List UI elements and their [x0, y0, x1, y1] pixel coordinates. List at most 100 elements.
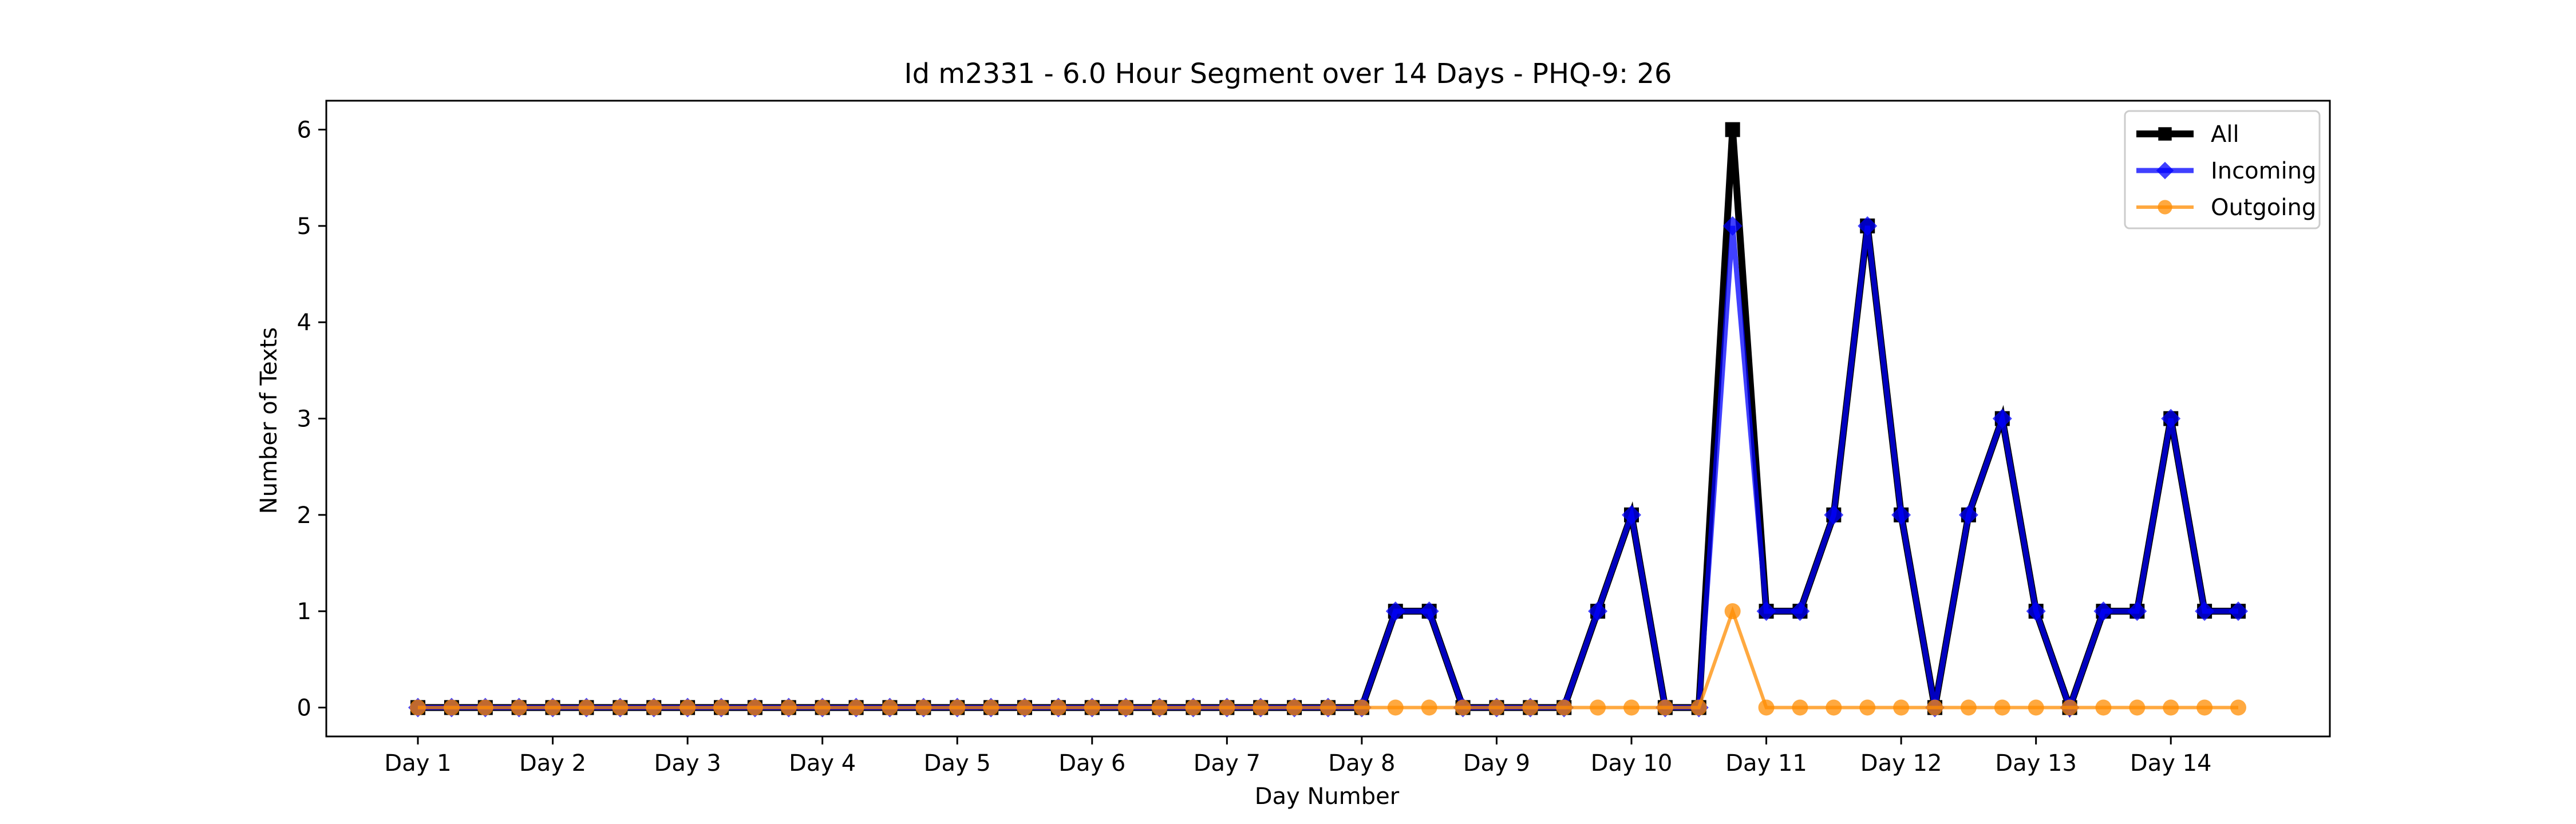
point-incoming	[1790, 601, 1810, 621]
point-outgoing	[2230, 699, 2246, 716]
point-incoming	[2026, 601, 2046, 621]
point-outgoing	[1556, 699, 1573, 716]
point-outgoing	[1185, 699, 1202, 716]
point-outgoing	[612, 699, 629, 716]
y-tick-label: 6	[297, 117, 311, 144]
legend-marker-all	[2158, 127, 2172, 141]
point-outgoing	[1455, 699, 1471, 716]
point-outgoing	[1353, 699, 1370, 716]
point-outgoing	[983, 699, 999, 716]
series-outgoing	[410, 603, 2246, 716]
x-tick-label: Day 9	[1463, 750, 1530, 777]
point-outgoing	[1623, 699, 1639, 716]
point-outgoing	[1724, 603, 1741, 620]
point-outgoing	[1151, 699, 1168, 716]
point-outgoing	[1387, 699, 1404, 716]
point-outgoing	[1219, 699, 1235, 716]
point-outgoing	[882, 699, 898, 716]
x-tick-label: Day 7	[1194, 750, 1261, 777]
point-outgoing	[511, 699, 527, 716]
legend-entry-incoming: Incoming	[2136, 158, 2316, 184]
point-outgoing	[1421, 699, 1437, 716]
point-incoming	[1858, 216, 1878, 236]
x-tick-label: Day 8	[1328, 750, 1395, 777]
point-outgoing	[443, 699, 460, 716]
point-outgoing	[1253, 699, 1269, 716]
point-outgoing	[1017, 699, 1033, 716]
point-outgoing	[1960, 699, 1977, 716]
point-incoming	[1588, 601, 1608, 621]
x-tick-label: Day 10	[1591, 750, 1673, 777]
x-tick-label: Day 4	[789, 750, 856, 777]
point-outgoing	[1320, 699, 1336, 716]
point-outgoing	[2129, 699, 2146, 716]
point-outgoing	[477, 699, 493, 716]
point-outgoing	[1893, 699, 1910, 716]
point-outgoing	[410, 699, 426, 716]
point-outgoing	[1050, 699, 1066, 716]
legend: All Incoming Outgoing	[2124, 110, 2321, 229]
y-tick-label: 1	[297, 599, 311, 625]
point-incoming	[1891, 505, 1911, 525]
point-incoming	[1419, 601, 1439, 621]
x-tick-label: Day 2	[519, 750, 586, 777]
point-outgoing	[848, 699, 864, 716]
y-tick-label: 4	[297, 310, 311, 336]
point-incoming	[2093, 601, 2113, 621]
point-outgoing	[746, 699, 763, 716]
legend-label-all: All	[2211, 121, 2239, 148]
y-tick-label: 2	[297, 502, 311, 529]
point-outgoing	[1286, 699, 1303, 716]
point-outgoing	[679, 699, 696, 716]
point-outgoing	[1994, 699, 2010, 716]
y-axis-title: Number of Texts	[256, 327, 282, 514]
point-incoming	[1824, 505, 1844, 525]
point-outgoing	[1522, 699, 1539, 716]
legend-marker-incoming	[2156, 161, 2174, 180]
y-tick-label: 0	[297, 695, 311, 722]
point-outgoing	[2061, 699, 2078, 716]
point-incoming	[2127, 601, 2147, 621]
x-tick-label: Day 13	[1995, 750, 2077, 777]
point-incoming	[1756, 601, 1776, 621]
legend-marker-outgoing	[2158, 200, 2172, 215]
point-incoming	[1622, 505, 1641, 525]
legend-box	[2124, 110, 2321, 229]
y-tick-label: 3	[297, 406, 311, 433]
point-outgoing	[1488, 699, 1505, 716]
legend-label-incoming: Incoming	[2211, 158, 2316, 184]
x-tick-label: Day 6	[1058, 750, 1125, 777]
legend-label-outgoing: Outgoing	[2211, 195, 2316, 221]
x-tick-label: Day 3	[654, 750, 721, 777]
x-axis-title: Day Number	[1255, 783, 1400, 810]
point-incoming	[1722, 216, 1743, 236]
point-incoming	[1385, 601, 1405, 621]
point-outgoing	[1117, 699, 1134, 716]
point-outgoing	[915, 699, 932, 716]
point-outgoing	[814, 699, 831, 716]
x-tick-label: Day 1	[384, 750, 451, 777]
point-incoming	[1958, 505, 1978, 525]
point-outgoing	[1927, 699, 1943, 716]
point-outgoing	[1590, 699, 1606, 716]
point-outgoing	[2196, 699, 2213, 716]
point-outgoing	[2028, 699, 2044, 716]
point-outgoing	[2163, 699, 2179, 716]
point-outgoing	[544, 699, 561, 716]
point-outgoing	[1859, 699, 1876, 716]
point-outgoing	[578, 699, 595, 716]
legend-entry-all: All	[2136, 121, 2239, 148]
point-outgoing	[713, 699, 729, 716]
point-outgoing	[1690, 699, 1707, 716]
point-incoming	[2195, 601, 2215, 621]
point-outgoing	[1758, 699, 1775, 716]
legend-entry-outgoing: Outgoing	[2136, 195, 2316, 221]
point-outgoing	[1084, 699, 1100, 716]
point-outgoing	[1657, 699, 1673, 716]
point-outgoing	[780, 699, 797, 716]
point-outgoing	[949, 699, 966, 716]
point-outgoing	[1792, 699, 1808, 716]
point-incoming	[1992, 409, 2012, 429]
